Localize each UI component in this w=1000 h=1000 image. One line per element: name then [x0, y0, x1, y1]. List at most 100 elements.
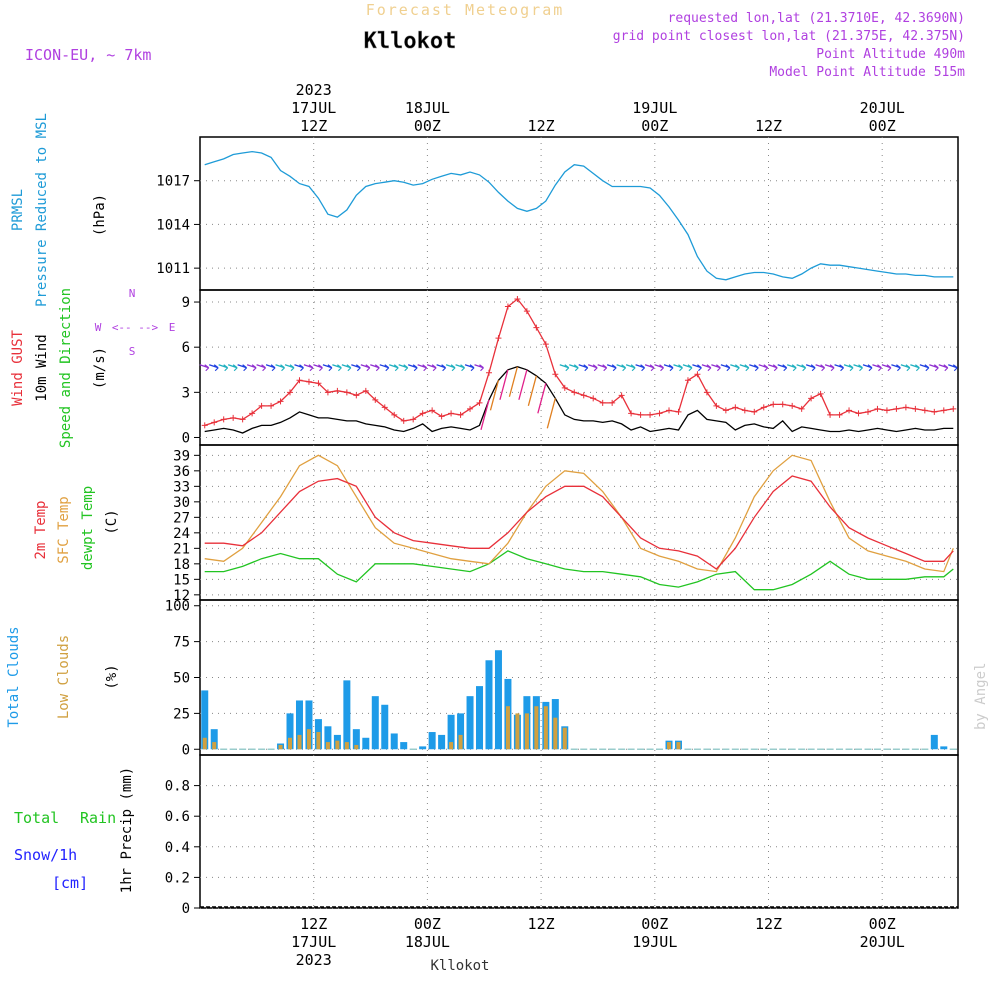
wind-direction-arrow: [900, 364, 911, 372]
model-label: ICON-EU, ~ 7km: [25, 46, 151, 64]
ylabel-ms: (m/s): [92, 347, 108, 389]
total-cloud-bar: [447, 714, 455, 750]
gust-marker: [808, 395, 815, 402]
wind-direction-arrow: [910, 364, 920, 372]
pressure-line: [204, 150, 954, 281]
wind-direction-arrow: [663, 364, 674, 372]
bottom-axis-label: 2023: [296, 951, 332, 969]
wind-direction-arrow: [294, 364, 304, 372]
gust-marker: [590, 395, 597, 402]
wind-direction-arrow: [578, 364, 589, 372]
gust-marker: [779, 401, 786, 408]
ytick-label: 3: [182, 385, 190, 401]
ytick-label: 33: [173, 479, 190, 495]
wind-direction-arrow: [938, 364, 949, 372]
gust-marker: [287, 389, 294, 396]
total-cloud-bar: [485, 660, 493, 750]
gust-marker: [789, 402, 796, 409]
wind-direction-arrow: [597, 364, 608, 372]
bottom-axis-label: 12Z: [755, 915, 782, 933]
gust-marker: [846, 407, 853, 414]
gust-marker: [485, 369, 492, 376]
wind-direction-arrow: [417, 364, 428, 372]
low-cloud-bar: [676, 742, 681, 750]
gust-marker: [201, 422, 208, 429]
wind-direction-arrow: [948, 364, 958, 372]
bottom-axis-label: 12Z: [300, 915, 327, 933]
wind-direction-arrow: [881, 364, 892, 372]
compass-w: W: [95, 321, 102, 334]
gust-marker: [514, 296, 521, 303]
gust-marker: [684, 377, 691, 384]
gust-marker: [940, 407, 947, 414]
ytick-label: 6: [182, 340, 190, 356]
bottom-axis-label: 00Z: [869, 915, 896, 933]
bottom-axis-label: 00Z: [641, 915, 668, 933]
ytick-label: 36: [173, 464, 190, 480]
gust-marker: [760, 404, 767, 411]
gust-marker: [950, 405, 957, 412]
wind-speed-line: [204, 366, 954, 434]
gust-marker: [921, 407, 928, 414]
wind-direction-arrow: [209, 364, 219, 372]
ytick-label: 39: [173, 448, 190, 464]
wind-direction-arrow: [682, 364, 693, 372]
gust-marker: [836, 411, 843, 418]
total-cloud-bar: [381, 704, 389, 750]
wind-direction-arrow: [426, 364, 437, 372]
gust-marker: [732, 404, 739, 411]
ytick-label: 24: [173, 526, 190, 542]
wind-direction-arrow: [480, 399, 490, 431]
ylabel-total: Total: [14, 809, 59, 827]
ylabel-c: (C): [104, 509, 120, 534]
total-cloud-bar: [428, 732, 436, 750]
wind-direction-arrow: [275, 364, 285, 372]
top-axis-label: 12Z: [528, 117, 555, 135]
wind-direction-arrow: [919, 364, 930, 372]
top-axis-label: 12Z: [300, 117, 327, 135]
gust-marker: [675, 408, 682, 415]
wind-direction-arrow: [720, 364, 731, 372]
total-cloud-bar: [371, 696, 379, 750]
low-cloud-bar: [354, 744, 359, 750]
gust-marker: [713, 402, 720, 409]
gust-marker: [798, 405, 805, 412]
gust-marker: [628, 410, 635, 417]
gust-marker: [495, 335, 502, 342]
gust-marker: [656, 410, 663, 417]
panel-frame-4: [199, 754, 959, 909]
total-cloud-bar: [476, 686, 484, 750]
ytick-label: 0.8: [165, 779, 190, 795]
wind-direction-arrow: [407, 364, 418, 372]
ylabel-speed-direction: Speed and Direction: [58, 288, 74, 448]
ylabel-percent: (%): [104, 664, 120, 689]
gust-marker: [552, 371, 559, 378]
wind-direction-arrow: [370, 364, 380, 372]
wind-direction-arrow: [489, 380, 500, 411]
wind-gust-line: [204, 298, 954, 427]
wind-direction-arrow: [379, 364, 390, 372]
total-cloud-bar: [494, 650, 502, 750]
watermark: by Angel: [973, 663, 989, 730]
low-cloud-bar: [458, 734, 463, 750]
wind-direction-arrow: [341, 364, 352, 372]
gust-marker: [647, 411, 654, 418]
ylabel-sfc-temp: SFC Temp: [56, 496, 72, 563]
gust-marker: [902, 404, 909, 411]
compass-s: S: [129, 345, 136, 358]
ylabel-pressure-msl: Pressure Reduced to MSL: [34, 113, 50, 307]
ylabel-2m-temp: 2m Temp: [33, 500, 49, 559]
top-axis-label: 00Z: [414, 117, 441, 135]
gust-marker: [296, 377, 303, 384]
gust-marker: [324, 389, 331, 396]
wind-direction-arrow: [673, 364, 683, 372]
ytick-label: 1011: [156, 261, 190, 277]
gust-marker: [504, 303, 511, 310]
wind-direction-arrow: [360, 364, 371, 372]
wind-direction-arrow: [862, 364, 873, 372]
wind-direction-arrow: [853, 364, 863, 372]
sfc-temp-line: [204, 454, 954, 573]
low-cloud-bar: [306, 729, 311, 750]
total-cloud-bar: [295, 700, 303, 750]
